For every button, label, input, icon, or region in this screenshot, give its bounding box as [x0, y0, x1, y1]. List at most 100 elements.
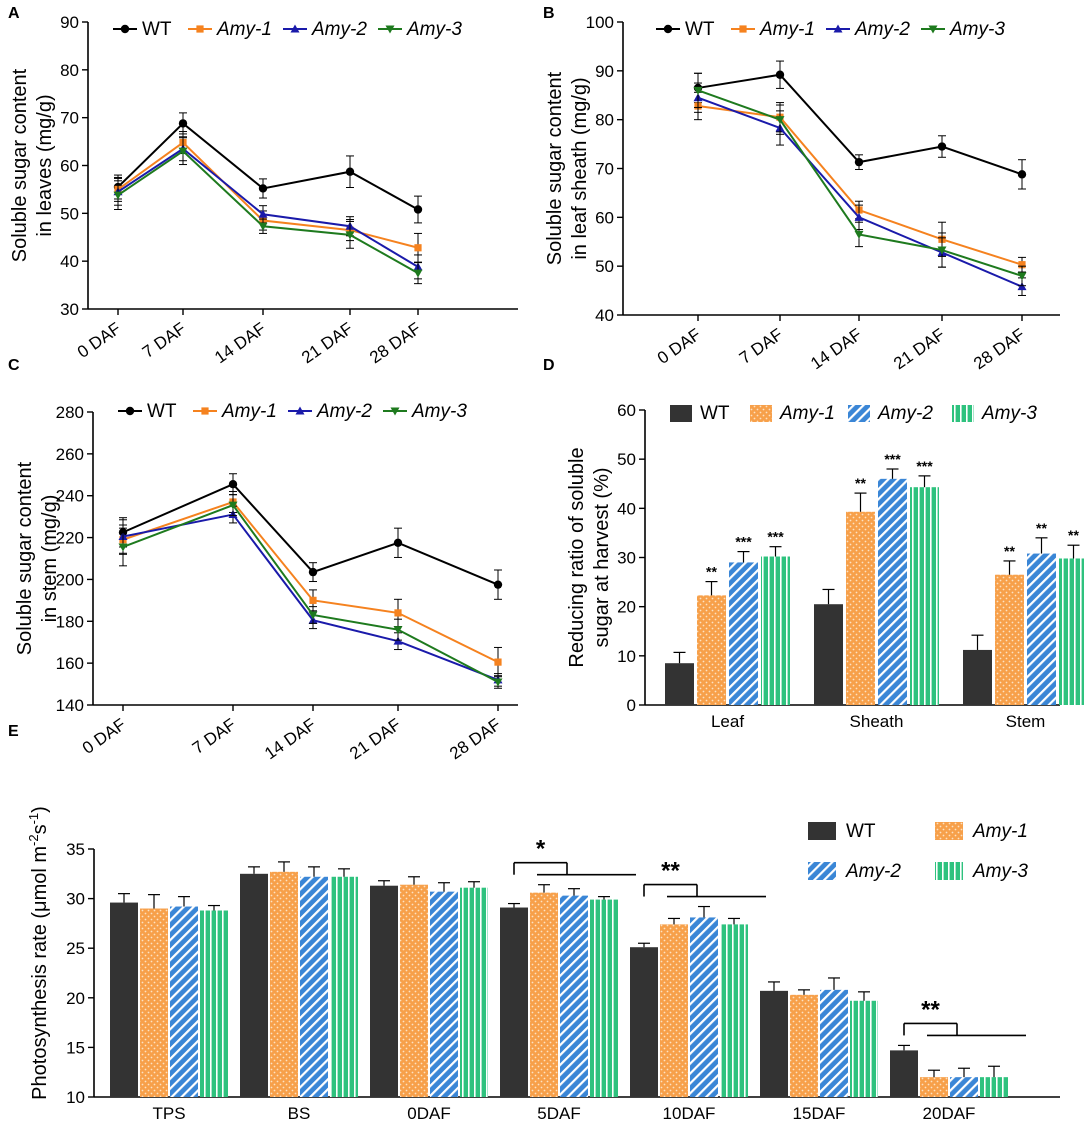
series-line-wt — [117, 122, 419, 211]
legend-label-amy1: Amy-1 — [216, 19, 272, 40]
legend-marker — [290, 24, 300, 33]
data-point-amy2 — [258, 209, 268, 218]
data-point-wt — [413, 205, 423, 214]
data-point-amy1 — [309, 596, 317, 604]
y-tick-label: 60 — [60, 157, 79, 176]
panel-B: B 40 50 60 70 80 90 100 Soluble sugar content in … — [543, 5, 1060, 373]
legend-label-amy2: Amy-2 — [854, 19, 910, 40]
data-point-amy3 — [393, 626, 403, 635]
bar-amy3 — [1059, 558, 1084, 705]
data-point-amy3 — [345, 231, 355, 240]
data-point-amy3 — [178, 147, 188, 156]
bar-wt — [890, 1050, 918, 1097]
x-tick-label: Stem — [1006, 712, 1046, 731]
bar-wt — [760, 990, 788, 1097]
legend-label-wt: WT — [700, 403, 730, 424]
significance-mark: *** — [735, 534, 752, 550]
panel-letter-E: E — [8, 723, 19, 740]
data-point-amy3 — [413, 269, 423, 278]
bar-amy2 — [820, 989, 848, 1097]
panel-C: C 140 160 180 200 220 240 260 280 Soluble sugar c… — [8, 357, 518, 763]
panel-letter-D: D — [543, 357, 555, 374]
legend-swatch — [935, 822, 963, 840]
y-tick-label: 60 — [617, 401, 636, 420]
y-tick-label: 30 — [66, 890, 85, 909]
data-point-wt — [493, 580, 503, 589]
x-tick-label: Sheath — [850, 712, 904, 731]
y-tick-label: 90 — [595, 62, 614, 81]
legend-marker — [663, 24, 673, 34]
significance-mark: ** — [1036, 520, 1047, 536]
panel-letter-B: B — [543, 5, 555, 22]
bar-amy3 — [980, 1077, 1008, 1097]
legend-label-amy3: Amy-3 — [411, 401, 467, 422]
data-point-wt — [854, 157, 864, 167]
x-tick-label: 28 DAF — [366, 319, 424, 368]
significance-mark: ** — [1068, 527, 1079, 543]
bar-wt — [110, 902, 138, 1097]
legend-label-amy3: Amy-3 — [972, 861, 1028, 882]
significance-mark: ** — [855, 475, 866, 491]
x-tick-label: 14 DAF — [211, 319, 269, 368]
bar-amy3 — [910, 487, 939, 705]
y-tick-label: 180 — [56, 612, 84, 631]
legend-marker — [833, 24, 843, 33]
x-tick-label: 15DAF — [793, 1104, 846, 1123]
y-tick-label: 100 — [586, 13, 614, 32]
data-point-wt — [178, 119, 188, 128]
bar-amy1 — [790, 994, 818, 1097]
y-tick-label: 50 — [617, 450, 636, 469]
legend-marker — [928, 25, 938, 34]
bar-amy1 — [697, 595, 726, 705]
legend-label-amy3: Amy-3 — [406, 19, 462, 40]
bar-wt — [240, 873, 268, 1097]
x-tick-label: 7 DAF — [736, 325, 786, 368]
bar-wt — [814, 604, 843, 705]
bar-amy1 — [530, 892, 558, 1097]
legend-label-wt: WT — [685, 19, 715, 40]
bar-amy2 — [878, 478, 907, 705]
legend-label-amy2: Amy-2 — [877, 403, 933, 424]
x-tick-label: 21 DAF — [346, 715, 404, 764]
y-tick-label: 70 — [595, 160, 614, 179]
legend-swatch — [808, 822, 836, 840]
legend-swatch — [750, 405, 772, 422]
legend-swatch — [848, 405, 870, 422]
data-point-wt — [775, 70, 785, 79]
legend-label-wt: WT — [142, 19, 172, 40]
panel-E: E 10 15 20 25 30 35 TPS BS 0DAF 5DAF 10DAF 15DAF 20DA… — [8, 723, 1060, 1123]
bar-amy3 — [460, 887, 488, 1097]
y-axis-label-line1: Soluble sugar content — [14, 461, 36, 655]
data-point-wt — [228, 480, 238, 489]
y-tick-label: 25 — [66, 939, 85, 958]
x-tick-label: 7 DAF — [139, 319, 189, 362]
y-tick-label: 160 — [56, 654, 84, 673]
bar-amy3 — [761, 556, 790, 705]
data-point-amy3 — [113, 191, 123, 200]
series-line-amy2 — [117, 147, 419, 268]
data-point-amy3 — [854, 230, 864, 239]
legend-marker — [385, 25, 395, 34]
data-point-amy1 — [414, 244, 422, 252]
legend-label-amy2: Amy-2 — [311, 19, 367, 40]
y-tick-label: 15 — [66, 1038, 85, 1057]
bar-amy2 — [170, 906, 198, 1097]
legend-marker — [201, 407, 209, 415]
legend-label-amy1: Amy-1 — [759, 19, 815, 40]
y-tick-label: 90 — [60, 13, 79, 32]
bar-wt — [500, 907, 528, 1097]
y-tick-label: 140 — [56, 696, 84, 715]
data-point-wt — [1017, 170, 1027, 179]
y-tick-label: 80 — [60, 61, 79, 80]
y-axis-label-line1: Soluble sugar content — [9, 68, 31, 262]
series-line-amy1 — [697, 105, 1023, 266]
significance-mark: ** — [1004, 543, 1015, 559]
data-point-amy3 — [308, 611, 318, 620]
bar-amy1 — [140, 908, 168, 1097]
legend-marker — [120, 24, 130, 34]
legend-label-wt: WT — [147, 401, 177, 422]
significance-mark: * — [536, 836, 546, 863]
bar-amy1 — [846, 511, 875, 705]
